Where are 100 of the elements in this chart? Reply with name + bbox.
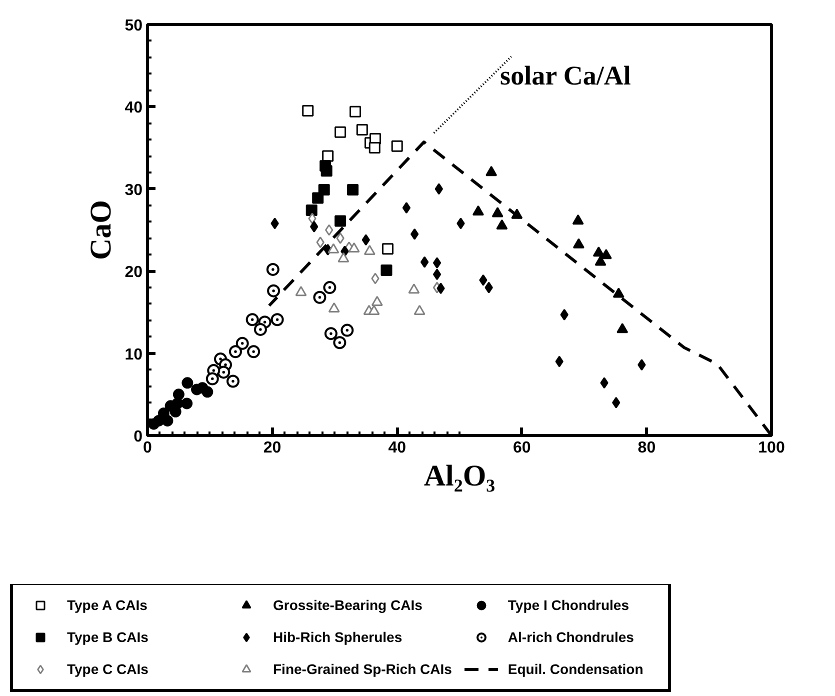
y-tick-label: 50 [124,18,143,34]
point [638,359,646,371]
point [172,388,184,400]
legend-label: Grossite-Bearing CAIs [273,597,423,613]
point [432,268,442,280]
point [308,212,316,224]
legend-label: Hib-Rich Spherules [273,629,404,645]
point [270,218,279,230]
point [182,377,194,389]
point [472,205,484,216]
x-tick-label: 80 [638,440,656,456]
point [371,296,383,306]
point [594,256,606,266]
y-tick-label: 40 [124,100,143,117]
y-tick-label: 30 [124,182,143,199]
point [362,234,370,246]
point [247,345,260,358]
point [382,243,394,255]
point [560,308,568,320]
y-tick-label: 20 [124,264,143,282]
point [270,313,284,326]
point [616,322,628,334]
point [266,262,280,276]
point [316,236,324,248]
point [246,313,259,326]
point [306,204,318,216]
point [364,244,376,256]
point [323,281,336,294]
point [206,372,219,386]
point [320,165,332,177]
legend-label: Type A CAIs [67,597,148,613]
y-tick-label: 0 [134,428,143,446]
point [380,264,392,276]
point [612,288,624,298]
legend-label: Equil. Condensation [508,661,644,677]
point [295,286,307,296]
point [148,418,160,430]
point [338,252,350,262]
y-tick-label: 10 [124,346,143,364]
point [228,345,242,358]
legend-label: Type I Chondrules [508,597,630,613]
point [492,207,504,218]
point [181,398,193,410]
point [612,396,620,408]
point [414,304,426,316]
point [328,243,340,254]
point [555,356,564,368]
point [371,272,380,284]
point [572,214,584,225]
legend-label: Type C CAIs [67,661,150,677]
point [368,304,380,316]
point [484,282,493,294]
point [202,386,214,398]
y-axis-title: CaO [84,200,118,260]
point [313,290,326,304]
point [340,324,354,337]
point [347,184,359,196]
point [420,256,429,268]
point [312,192,324,204]
point [254,322,267,336]
point [333,336,346,350]
point [226,374,240,388]
point [456,218,465,230]
point [328,302,340,313]
point [350,106,362,118]
legend-label: Type B CAIs [67,629,150,645]
point [324,327,338,340]
point [356,124,368,136]
point [267,284,280,298]
point [572,238,584,248]
point [486,166,498,176]
point [432,257,442,269]
legend-label: Al-rich Chondrules [508,629,635,645]
point [302,105,314,117]
point [348,242,360,253]
point [310,220,318,232]
point [368,142,380,154]
point [592,246,604,257]
x-axis-title: Al₂O₃ [424,460,496,492]
x-tick-label: 40 [388,440,406,456]
point [402,202,411,214]
point [336,232,344,244]
point [334,215,346,227]
point [436,282,445,294]
point [600,377,608,389]
point [479,274,488,286]
point [408,283,420,294]
annotation: solar Ca/Al [500,60,632,90]
legend-label: Fine-Grained Sp-Rich CAIs [273,661,452,677]
point [391,140,403,152]
point [600,248,612,260]
point [334,126,346,138]
x-tick-label: 100 [758,440,785,456]
point [434,183,443,195]
point [236,336,249,350]
point [496,219,508,230]
point [410,228,419,240]
point [325,224,334,236]
x-tick-label: 20 [263,440,282,456]
x-tick-label: 60 [513,440,531,456]
